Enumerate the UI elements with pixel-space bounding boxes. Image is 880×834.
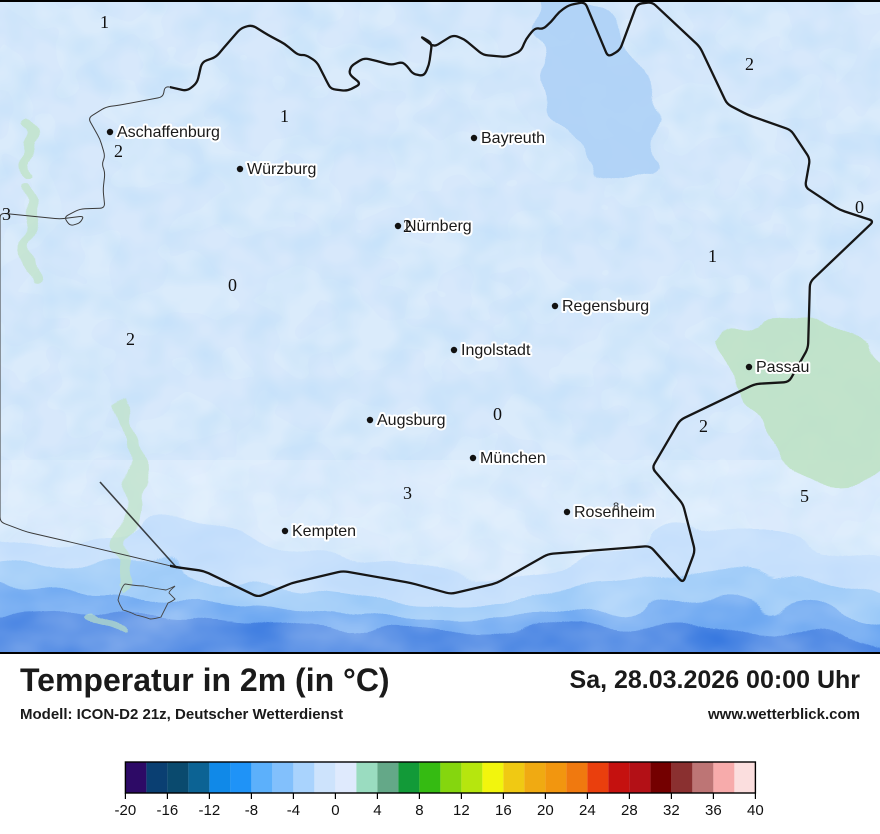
svg-text:Würzburg: Würzburg [247,161,316,178]
svg-text:Regensburg: Regensburg [562,298,649,315]
svg-text:2: 2 [114,141,123,161]
svg-text:0: 0 [228,275,237,295]
svg-text:-12: -12 [199,802,221,819]
svg-text:20: 20 [537,802,554,819]
svg-text:24: 24 [579,802,596,819]
svg-text:-16: -16 [157,802,179,819]
svg-text:28: 28 [621,802,638,819]
svg-text:16: 16 [495,802,512,819]
svg-text:-8: -8 [245,802,258,819]
svg-text:1: 1 [100,12,109,32]
svg-text:3: 3 [2,204,11,224]
svg-text:Aschaffenburg: Aschaffenburg [117,124,220,141]
svg-text:8: 8 [415,802,423,819]
svg-text:Nürnberg: Nürnberg [405,218,472,235]
svg-text:36: 36 [705,802,722,819]
svg-text:-4: -4 [287,802,300,819]
svg-text:3: 3 [403,483,412,503]
svg-text:5: 5 [800,486,809,506]
svg-text:Ingolstadt: Ingolstadt [461,342,531,359]
svg-text:4: 4 [373,802,381,819]
svg-text:2: 2 [403,216,412,236]
svg-text:München: München [480,450,546,467]
svg-text:32: 32 [663,802,680,819]
svg-text:Augsburg: Augsburg [377,412,446,429]
svg-text:Passau: Passau [756,359,809,376]
svg-text:0: 0 [493,404,502,424]
svg-text:0: 0 [331,802,339,819]
svg-text:1: 1 [708,246,717,266]
svg-text:2: 2 [699,416,708,436]
svg-text:12: 12 [453,802,470,819]
svg-text:2: 2 [745,54,754,74]
svg-text:Kempten: Kempten [292,523,356,540]
svg-text:Bayreuth: Bayreuth [481,130,545,147]
svg-text:40: 40 [747,802,764,819]
svg-text:2: 2 [126,329,135,349]
svg-text:8: 8 [613,501,619,513]
svg-text:0: 0 [855,197,864,217]
svg-text:-20: -20 [115,802,137,819]
svg-text:1: 1 [280,106,289,126]
